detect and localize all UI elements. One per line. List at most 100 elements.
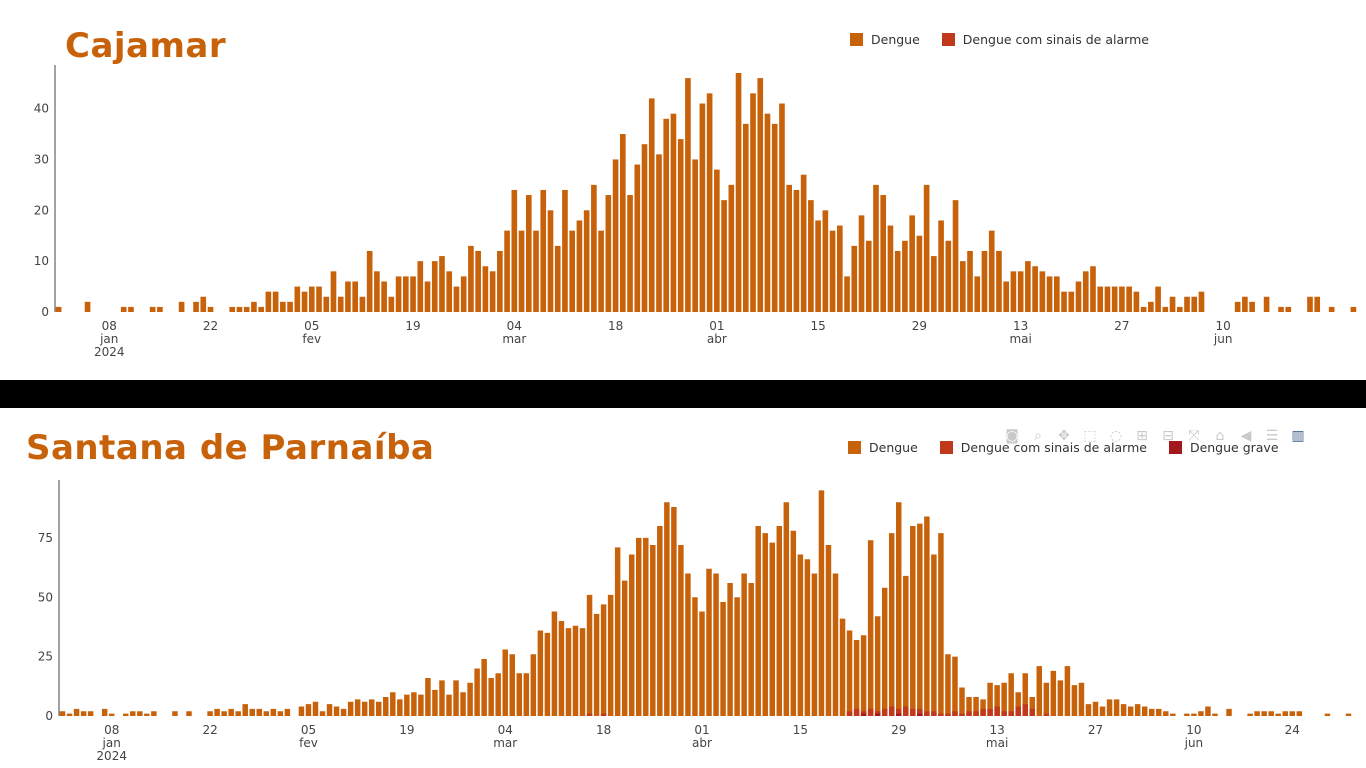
bar-dengue[interactable]	[636, 537, 642, 716]
bar-dengue[interactable]	[1078, 682, 1085, 716]
bar-dengue[interactable]	[779, 103, 785, 312]
bar-dengue[interactable]	[657, 526, 663, 716]
bar-dengue[interactable]	[938, 220, 944, 312]
bar-dengue[interactable]	[193, 301, 199, 312]
bar-dengue[interactable]	[312, 701, 319, 716]
bar-dengue[interactable]	[865, 240, 872, 312]
bar-dengue[interactable]	[308, 286, 315, 312]
bar-dengue[interactable]	[619, 134, 626, 312]
bar-dengue[interactable]	[671, 507, 677, 716]
bar-dengue[interactable]	[1148, 708, 1155, 716]
bar-dengue[interactable]	[769, 542, 775, 716]
bar-dengue[interactable]	[903, 575, 909, 716]
bar-dengue[interactable]	[383, 697, 389, 716]
bar-dengue[interactable]	[235, 711, 241, 716]
bar-dengue[interactable]	[249, 708, 255, 716]
bar-dengue[interactable]	[988, 230, 995, 312]
bar-dengue[interactable]	[846, 630, 853, 717]
bar-alarme[interactable]	[945, 713, 951, 716]
bar-dengue[interactable]	[909, 215, 915, 312]
legend-item-alarme[interactable]: Dengue com sinais de alarme	[939, 440, 1147, 455]
bar-dengue[interactable]	[361, 701, 368, 716]
bar-dengue[interactable]	[720, 602, 726, 716]
bar-dengue[interactable]	[757, 78, 764, 312]
bar-dengue[interactable]	[375, 701, 382, 716]
bar-dengue[interactable]	[896, 502, 902, 716]
bar-dengue[interactable]	[502, 649, 508, 717]
bar-dengue[interactable]	[446, 694, 452, 716]
bar-dengue[interactable]	[1282, 711, 1288, 716]
bar-dengue[interactable]	[1106, 699, 1113, 716]
bar-dengue[interactable]	[839, 618, 846, 716]
bar-dengue[interactable]	[851, 245, 858, 312]
bar-dengue[interactable]	[980, 699, 986, 716]
bar-dengue[interactable]	[1134, 704, 1141, 716]
bar-dengue[interactable]	[374, 271, 380, 312]
bar-dengue[interactable]	[579, 628, 586, 716]
bar-dengue[interactable]	[144, 713, 150, 716]
bar-dengue[interactable]	[446, 271, 453, 312]
bar-dengue[interactable]	[628, 554, 635, 717]
bar-dengue[interactable]	[55, 306, 62, 312]
bar-alarme[interactable]	[846, 711, 853, 716]
bar-dengue[interactable]	[130, 711, 136, 716]
bar-dengue[interactable]	[523, 673, 530, 716]
bar-dengue[interactable]	[453, 680, 459, 716]
bar-dengue[interactable]	[591, 184, 597, 312]
bar-dengue[interactable]	[242, 704, 248, 716]
bar-dengue[interactable]	[1022, 673, 1028, 716]
bar-dengue[interactable]	[790, 530, 797, 716]
bar-dengue[interactable]	[326, 704, 333, 716]
bar-dengue[interactable]	[1075, 281, 1082, 312]
bar-alarme[interactable]	[1008, 711, 1014, 716]
bar-dengue[interactable]	[612, 159, 619, 312]
bar-dengue[interactable]	[888, 533, 895, 716]
bar-dengue[interactable]	[829, 230, 836, 312]
bar-dengue[interactable]	[1082, 271, 1089, 312]
bar-dengue[interactable]	[533, 230, 539, 312]
bar-dengue[interactable]	[586, 594, 593, 716]
bar-dengue[interactable]	[178, 301, 185, 312]
bar-dengue[interactable]	[411, 692, 417, 716]
bar-dengue[interactable]	[748, 583, 754, 716]
bar-dengue[interactable]	[547, 210, 554, 312]
bar-alarme[interactable]	[600, 713, 607, 716]
bar-dengue[interactable]	[207, 711, 213, 716]
zoom-icon[interactable]: ⌕	[1034, 428, 1042, 444]
bar-dengue[interactable]	[641, 144, 648, 312]
bar-dengue[interactable]	[495, 673, 501, 716]
bar-dengue[interactable]	[664, 502, 670, 716]
bar-dengue[interactable]	[981, 250, 988, 312]
bar-dengue[interactable]	[1176, 306, 1183, 312]
bar-dengue[interactable]	[1039, 271, 1046, 312]
bar-dengue[interactable]	[1275, 713, 1281, 716]
bar-dengue[interactable]	[1111, 286, 1118, 312]
bar-dengue[interactable]	[323, 296, 330, 312]
box-select-icon[interactable]: ⬚	[1083, 428, 1097, 444]
bar-dengue[interactable]	[330, 271, 337, 312]
bar-alarme[interactable]	[994, 706, 1000, 717]
bar-alarme[interactable]	[586, 713, 593, 716]
bar-dengue[interactable]	[627, 195, 633, 312]
bar-dengue[interactable]	[797, 554, 804, 717]
bar-dengue[interactable]	[902, 240, 908, 312]
bar-dengue[interactable]	[381, 281, 387, 312]
bar-dengue[interactable]	[123, 713, 129, 716]
bar-dengue[interactable]	[808, 200, 814, 312]
bar-alarme[interactable]	[1015, 706, 1021, 717]
bar-dengue[interactable]	[390, 692, 396, 716]
bar-dengue[interactable]	[1090, 266, 1096, 312]
bar-dengue[interactable]	[1046, 276, 1053, 312]
bar-dengue[interactable]	[551, 611, 558, 717]
bar-alarme[interactable]	[938, 713, 944, 716]
bar-dengue[interactable]	[1345, 713, 1352, 716]
bar-dengue[interactable]	[605, 195, 612, 312]
bar-dengue[interactable]	[402, 276, 409, 312]
bar-dengue[interactable]	[598, 230, 604, 312]
bar-alarme[interactable]	[881, 708, 888, 716]
bar-dengue[interactable]	[800, 174, 807, 312]
zoom-out-icon[interactable]: ⊟	[1162, 428, 1174, 444]
bar-dengue[interactable]	[333, 706, 340, 717]
bar-dengue[interactable]	[287, 301, 293, 312]
bar-dengue[interactable]	[576, 220, 583, 312]
